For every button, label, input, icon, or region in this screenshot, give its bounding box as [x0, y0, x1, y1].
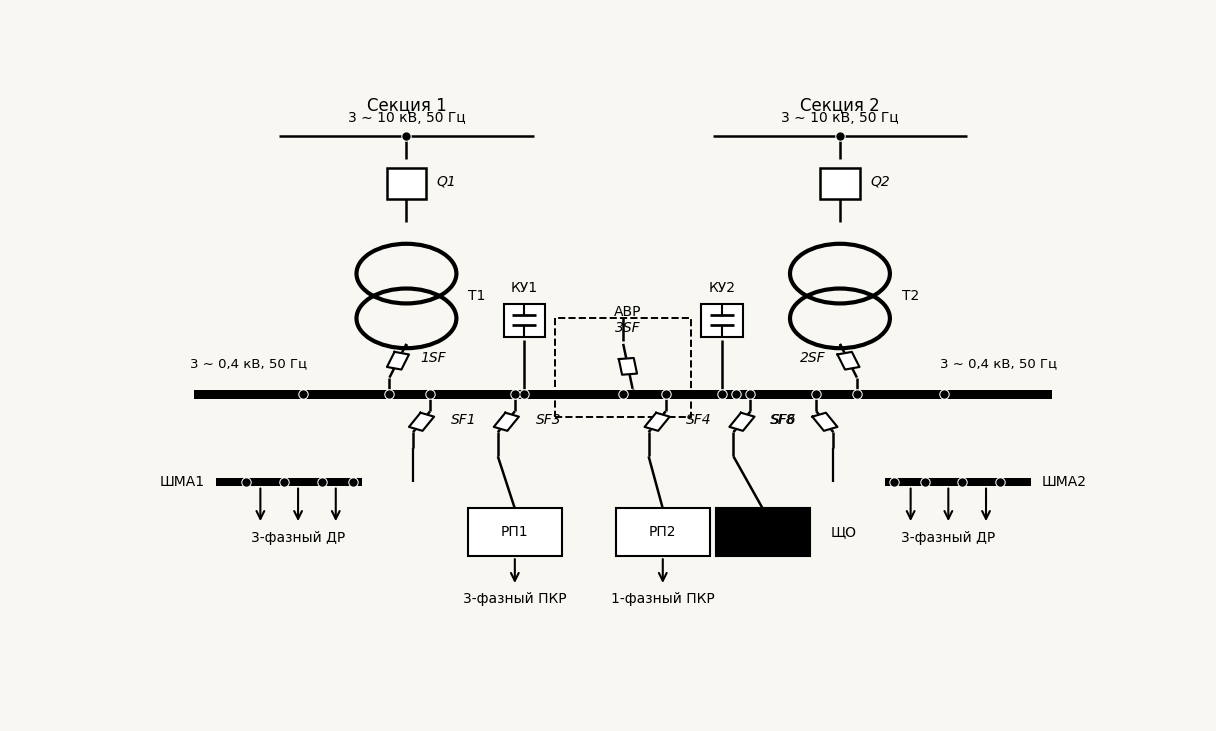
Text: Q1: Q1	[437, 175, 456, 189]
Text: Т2: Т2	[902, 289, 919, 303]
Text: ШМА2: ШМА2	[1042, 474, 1087, 489]
Text: Секция 1: Секция 1	[366, 96, 446, 115]
Text: КУ1: КУ1	[511, 281, 537, 295]
Polygon shape	[619, 358, 637, 375]
Polygon shape	[730, 413, 754, 431]
Bar	[715, 509, 810, 556]
Polygon shape	[387, 352, 409, 370]
Text: ШМА1: ШМА1	[159, 474, 204, 489]
Bar	[702, 304, 743, 336]
Text: SF4: SF4	[686, 413, 711, 427]
Text: 3-фазный ДР: 3-фазный ДР	[250, 531, 345, 545]
Text: SF8: SF8	[770, 413, 795, 427]
Text: SF6: SF6	[771, 413, 796, 427]
Polygon shape	[644, 413, 670, 431]
Bar	[556, 319, 691, 417]
Polygon shape	[838, 352, 860, 370]
Text: 3-фазный ПКР: 3-фазный ПКР	[463, 592, 567, 606]
Text: 2SF: 2SF	[800, 351, 826, 365]
Text: 3-фазный ДР: 3-фазный ДР	[901, 531, 996, 545]
Bar	[503, 304, 545, 336]
Text: 3 ∼ 0,4 кВ, 50 Гц: 3 ∼ 0,4 кВ, 50 Гц	[940, 357, 1057, 370]
Text: РП1: РП1	[501, 526, 529, 539]
Bar	[387, 167, 427, 199]
Text: 1SF: 1SF	[421, 351, 446, 365]
Polygon shape	[812, 413, 838, 431]
Text: 3 ∼ 0,4 кВ, 50 Гц: 3 ∼ 0,4 кВ, 50 Гц	[190, 357, 306, 370]
Text: SF1: SF1	[451, 413, 477, 427]
Bar	[468, 509, 562, 556]
Text: SF3: SF3	[535, 413, 561, 427]
Text: ЩО: ЩО	[831, 526, 856, 539]
Polygon shape	[494, 413, 519, 431]
Bar	[885, 478, 1031, 485]
Text: Секция 2: Секция 2	[800, 96, 880, 115]
Bar	[615, 509, 710, 556]
Bar	[215, 478, 361, 485]
Text: 3SF: 3SF	[615, 321, 641, 335]
Polygon shape	[409, 413, 434, 431]
Text: АВР: АВР	[614, 305, 642, 319]
Text: Т1: Т1	[468, 289, 486, 303]
Bar	[820, 167, 860, 199]
Text: Q2: Q2	[871, 175, 890, 189]
Text: РП2: РП2	[649, 526, 676, 539]
Text: КУ2: КУ2	[709, 281, 736, 295]
Text: 3 ∼ 10 кВ, 50 Гц: 3 ∼ 10 кВ, 50 Гц	[781, 110, 899, 124]
Text: 1-фазный ПКР: 1-фазный ПКР	[610, 592, 715, 606]
Bar	[195, 390, 1052, 399]
Text: 3 ∼ 10 кВ, 50 Гц: 3 ∼ 10 кВ, 50 Гц	[348, 110, 466, 124]
